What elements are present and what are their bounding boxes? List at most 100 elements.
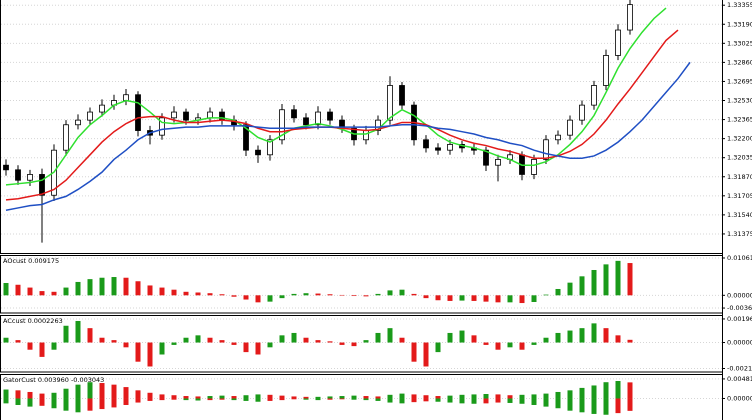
histogram-bar xyxy=(63,398,69,411)
histogram-bar xyxy=(195,335,201,343)
histogram-bar xyxy=(483,342,489,345)
histogram-bar xyxy=(411,293,417,296)
candle-body xyxy=(447,144,453,151)
histogram-bar xyxy=(591,269,597,296)
y-tick-label: 0.000000 xyxy=(727,394,752,402)
histogram-bar xyxy=(219,340,225,343)
histogram-bar xyxy=(99,383,105,399)
histogram-bar xyxy=(543,294,549,296)
candle-body xyxy=(123,94,129,101)
histogram-bar xyxy=(111,398,117,408)
histogram-bar xyxy=(87,279,93,296)
histogram-bar xyxy=(567,330,573,343)
histogram-bar xyxy=(495,295,501,303)
histogram-bar xyxy=(183,398,189,401)
candle-body xyxy=(399,85,405,106)
histogram-bar xyxy=(591,385,597,399)
candle-body xyxy=(171,111,177,119)
histogram-bar xyxy=(303,396,309,399)
histogram-bar xyxy=(339,396,345,399)
candle-body xyxy=(567,119,573,136)
histogram-bar xyxy=(207,398,213,401)
histogram-bar xyxy=(123,398,129,405)
candle-body xyxy=(435,147,441,151)
histogram-bar xyxy=(75,398,81,413)
candle-body xyxy=(267,139,273,156)
candle-body xyxy=(39,174,45,196)
candle-body xyxy=(3,164,9,171)
y-tick-label: 0.000000 xyxy=(727,291,752,299)
histogram-bar xyxy=(531,295,537,302)
histogram-bar xyxy=(507,398,513,403)
histogram-bar xyxy=(411,342,417,362)
candle-body xyxy=(615,29,621,56)
y-tick-label: 1.31540 xyxy=(727,211,752,219)
histogram-bar xyxy=(231,342,237,345)
histogram-bar xyxy=(459,394,465,399)
histogram-bar xyxy=(507,342,513,348)
y-tick-label: 0.0000000 xyxy=(727,339,752,347)
candle-body xyxy=(363,130,369,141)
histogram-bar xyxy=(627,398,633,411)
histogram-bar xyxy=(603,328,609,343)
histogram-bar xyxy=(267,398,273,401)
histogram-bar xyxy=(519,342,525,350)
histogram-bar xyxy=(471,398,477,404)
histogram-bar xyxy=(27,391,33,399)
histogram-bar xyxy=(435,396,441,399)
histogram-bar xyxy=(123,342,129,348)
histogram-bar xyxy=(399,393,405,399)
histogram-bar xyxy=(27,342,33,350)
y-tick-label: 0.010617 xyxy=(727,254,752,262)
candle-body xyxy=(543,139,549,160)
histogram-bar xyxy=(315,293,321,296)
histogram-bar xyxy=(567,390,573,399)
histogram-bar xyxy=(363,340,369,343)
histogram-bar xyxy=(387,394,393,399)
candle-body xyxy=(495,159,501,166)
histogram-bar xyxy=(327,294,333,296)
histogram-bar xyxy=(291,332,297,343)
histogram-bar xyxy=(375,398,381,401)
y-tick-label: 1.33190 xyxy=(727,20,752,28)
y-tick-label: 1.32860 xyxy=(727,58,752,66)
histogram-bar xyxy=(231,295,237,297)
histogram-bar xyxy=(303,293,309,296)
histogram-bar xyxy=(423,395,429,399)
candle-body xyxy=(27,174,33,181)
histogram-bar xyxy=(531,394,537,399)
histogram-bar xyxy=(135,398,141,403)
histogram-bar xyxy=(555,398,561,409)
candle-body xyxy=(627,4,633,31)
histogram-bar xyxy=(3,389,9,399)
histogram-bar xyxy=(255,295,261,303)
y-tick-label: 1.32695 xyxy=(727,77,752,85)
histogram-bar xyxy=(459,398,465,404)
histogram-bar xyxy=(183,337,189,343)
histogram-bar xyxy=(51,392,57,399)
histogram-bar xyxy=(207,293,213,296)
histogram-bar xyxy=(3,398,9,404)
histogram-bar xyxy=(459,330,465,343)
histogram-bar xyxy=(483,398,489,404)
candle-body xyxy=(243,124,249,151)
histogram-bar xyxy=(15,284,21,296)
histogram-bar xyxy=(495,398,501,403)
histogram-bar xyxy=(39,291,45,296)
candle-body xyxy=(579,104,585,121)
histogram-bar xyxy=(147,285,153,296)
y-tick-label: 1.33025 xyxy=(727,39,752,47)
histogram-bar xyxy=(15,390,21,399)
histogram-bar xyxy=(279,335,285,343)
histogram-bar xyxy=(267,394,273,399)
candle-body xyxy=(159,117,165,136)
histogram-bar xyxy=(543,398,549,407)
histogram-bar xyxy=(243,342,249,353)
histogram-bar xyxy=(255,342,261,355)
histogram-bar xyxy=(399,337,405,343)
histogram-bar xyxy=(603,398,609,415)
